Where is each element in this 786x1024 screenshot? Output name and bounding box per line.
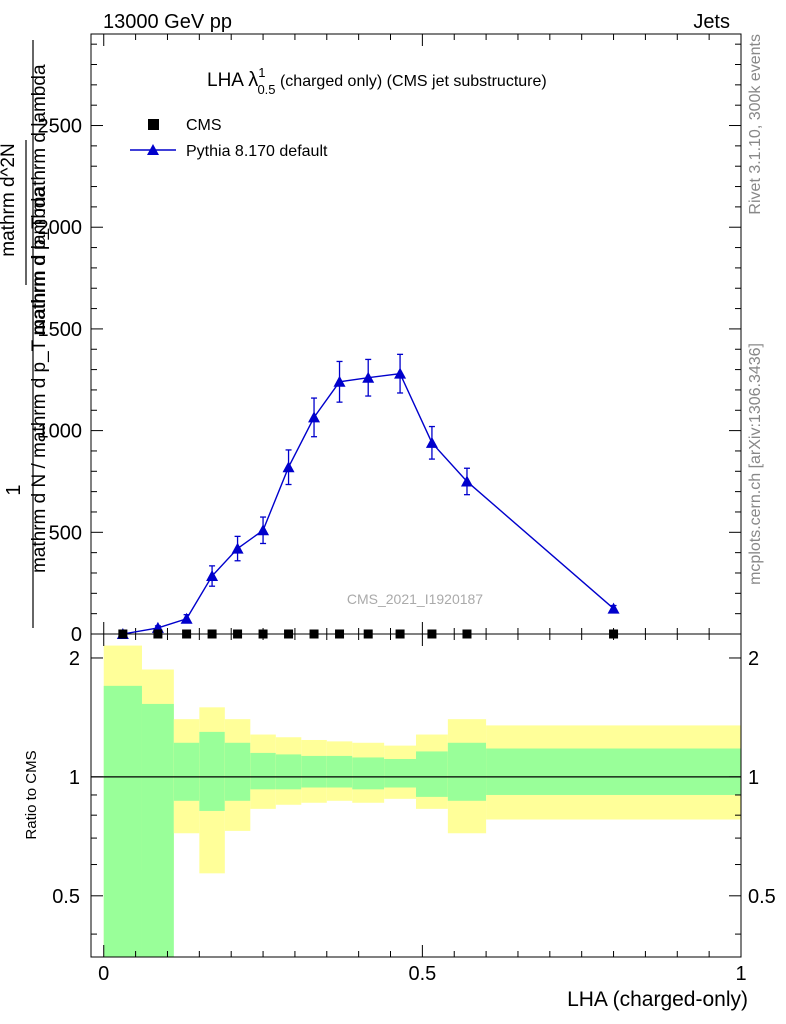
ratio-inner-band (486, 748, 741, 795)
y-tick-label: 2500 (38, 116, 83, 138)
ratio-bands (103, 645, 741, 957)
ratio-y-tick-label-right: 1 (748, 767, 759, 789)
ratio-y-ticks (91, 657, 741, 935)
y-label-d2n: mathrm d^2N (0, 143, 19, 256)
rivet-label: Rivet 3.1.10, 300k events (747, 34, 764, 215)
header-left: 13000 GeV pp (103, 11, 232, 33)
x-tick-label: 0.5 (408, 963, 436, 985)
pythia-point (308, 411, 321, 423)
x-tick-label: 0 (98, 963, 109, 985)
ratio-x-ticks (103, 634, 742, 957)
ratio-tick-labels: 0.5 0.5 1 1 2 2 0 0.5 1 (52, 648, 776, 985)
ratio-y-tick-label-left: 2 (69, 648, 80, 670)
ratio-inner-band (275, 754, 302, 790)
y-label-dpt-dlambda: mathrm d p_T mathrm d lambda (29, 64, 50, 335)
y-label-denominator: mathrm d N / mathrm d p_T mathrm d lambd… (29, 187, 50, 574)
ratio-y-label: Ratio to CMS (23, 750, 40, 839)
ratio-y-tick-label-right: 0.5 (748, 886, 776, 908)
main-panel: 0 500 1000 1500 2000 2500 1 mathrm d N / math… (0, 33, 742, 646)
pythia-point (362, 371, 375, 383)
y-tick-label: 1000 (38, 421, 83, 443)
mcplots-label: mcplots.cern.ch [arXiv:1306.3436] (747, 343, 764, 585)
ratio-inner-band (384, 758, 416, 788)
pythia-point (180, 612, 193, 624)
ratio-inner-band (416, 751, 448, 797)
pythia-point (394, 367, 407, 379)
pythia-point (231, 542, 244, 554)
ratio-y-tick-label-left: 1 (69, 767, 80, 789)
ratio-inner-band (326, 755, 353, 788)
main-y-ticks (91, 43, 741, 635)
pythia-point (282, 461, 295, 473)
y-tick-label: 2000 (38, 217, 83, 239)
legend-cms-label: CMS (186, 117, 222, 134)
ratio-inner-band (103, 685, 142, 957)
ratio-inner-band (250, 752, 276, 790)
ratio-inner-band (199, 731, 225, 811)
pythia-point (206, 570, 219, 582)
ratio-inner-band (447, 742, 487, 801)
legend-pythia-label: Pythia 8.170 default (186, 143, 328, 160)
main-y-tick-labels: 0 500 1000 1500 2000 2500 (38, 116, 83, 646)
ratio-panel: 0.5 0.5 1 1 2 2 0 0.5 1 Ratio to CMS LHA (charge… (23, 633, 776, 1011)
plot-title: LHA λ1 0.5 (charged only) (CMS jet substr… (207, 65, 547, 97)
y-label-numerator-one: 1 (3, 484, 25, 495)
ratio-frame (90, 633, 742, 958)
legend-cms-marker (148, 119, 159, 130)
ratio-inner-band (173, 742, 200, 801)
x-axis-label: LHA (charged-only) (567, 988, 748, 1011)
ratio-inner-band (301, 755, 327, 788)
pythia-point (333, 375, 346, 387)
pythia-point (460, 475, 473, 487)
y-tick-label: 1500 (38, 319, 83, 341)
pythia-series-line (122, 372, 615, 635)
ratio-y-tick-label-right: 2 (748, 648, 759, 670)
pythia-point (425, 436, 438, 448)
ratio-inner-band (141, 703, 174, 957)
ratio-inner-band (352, 757, 385, 790)
analysis-watermark: CMS_2021_I1920187 (347, 591, 483, 607)
header-right: Jets (693, 11, 730, 33)
ratio-inner-band (224, 742, 251, 801)
y-tick-label: 500 (49, 522, 82, 544)
pythia-point (607, 602, 620, 614)
pythia-point (257, 524, 270, 536)
main-x-ticks (103, 34, 742, 634)
legend-pythia-marker (147, 144, 159, 155)
x-tick-label: 1 (735, 963, 746, 985)
ratio-y-tick-label-left: 0.5 (52, 886, 80, 908)
y-tick-label: 0 (71, 624, 82, 646)
